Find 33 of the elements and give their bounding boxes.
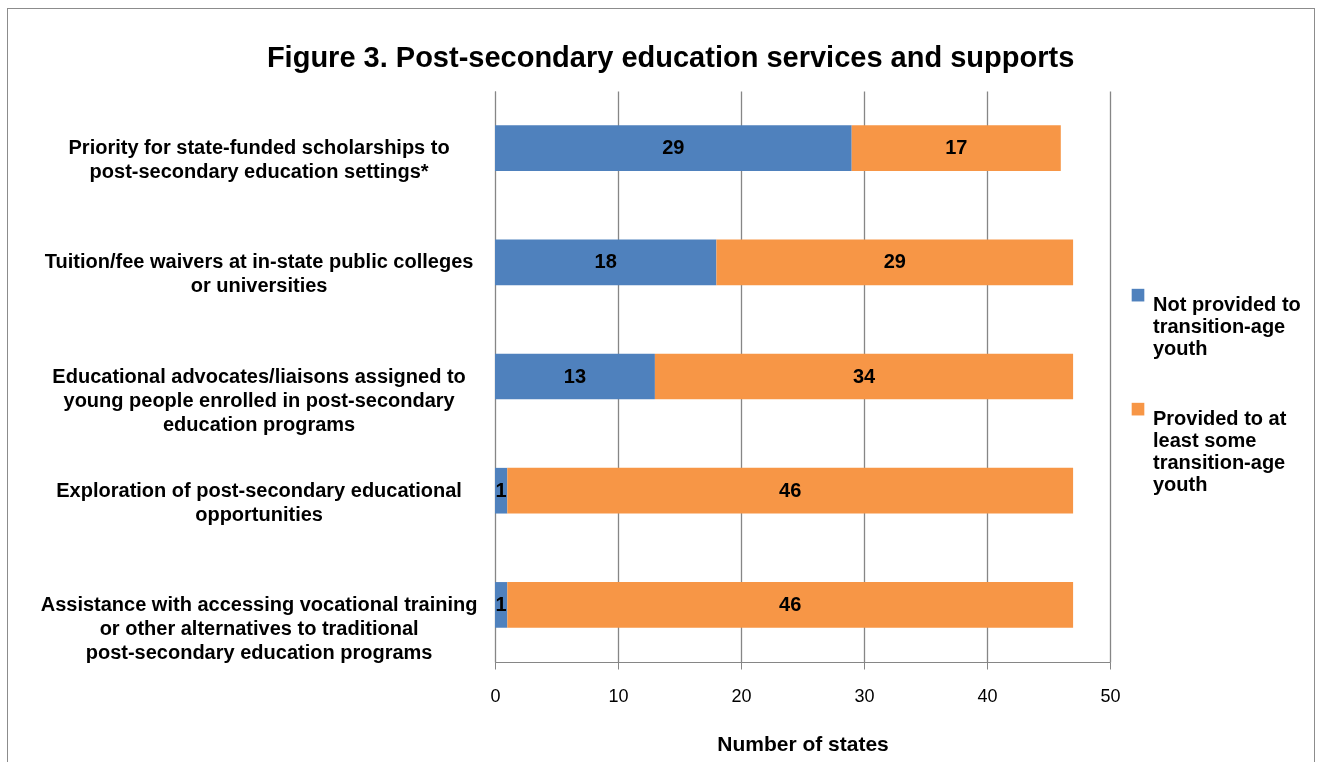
- data-label: 1: [495, 478, 507, 501]
- y-tick-label: Exploration of post-secondary educational opportunities: [56, 478, 462, 525]
- x-tick-label: 50: [1100, 685, 1121, 706]
- bar: [654, 353, 1074, 400]
- y-tick-label: Tuition/fee waivers at in-state public colleges or universities: [44, 250, 474, 297]
- y-tick-label: Priority for state-funded scholarships to post-secondary education settings*: [68, 136, 450, 183]
- data-label: 18: [594, 250, 617, 273]
- data-label: 46: [779, 592, 802, 615]
- x-tick-label: 0: [490, 685, 501, 706]
- data-label: 13: [563, 364, 587, 387]
- bar: [716, 239, 1074, 286]
- x-axis-title: Number of states: [717, 731, 889, 755]
- data-label: 34: [852, 364, 876, 387]
- data-label: 46: [779, 478, 802, 501]
- legend-label: Provided to at least some transition-age youth: [1153, 407, 1287, 496]
- x-tick-label: 40: [977, 685, 998, 706]
- y-tick-label: Assistance with accessing vocational training or other alternatives to traditional post-secondary education programs: [40, 592, 478, 663]
- bar: [495, 239, 717, 286]
- data-label: 17: [945, 136, 968, 159]
- legend-label: Not provided to transition-age youth: [1153, 293, 1301, 360]
- x-tick-label: 20: [731, 685, 752, 706]
- data-label: 29: [883, 250, 906, 273]
- bar: [495, 353, 655, 400]
- chart-title: Figure 3. Post-secondary education services and supports: [266, 41, 1075, 73]
- x-tick-label: 30: [854, 685, 875, 706]
- x-tick-label: 10: [608, 685, 629, 706]
- bar: [495, 125, 852, 171]
- bar: [507, 582, 1074, 628]
- data-label: 29: [662, 136, 685, 159]
- bar: [507, 467, 1074, 514]
- data-label: 1: [495, 592, 507, 615]
- y-tick-label: Educational advocates/liaisons assigned to young people enrolled in post-secondary education programs: [52, 364, 466, 435]
- bar: [851, 125, 1061, 171]
